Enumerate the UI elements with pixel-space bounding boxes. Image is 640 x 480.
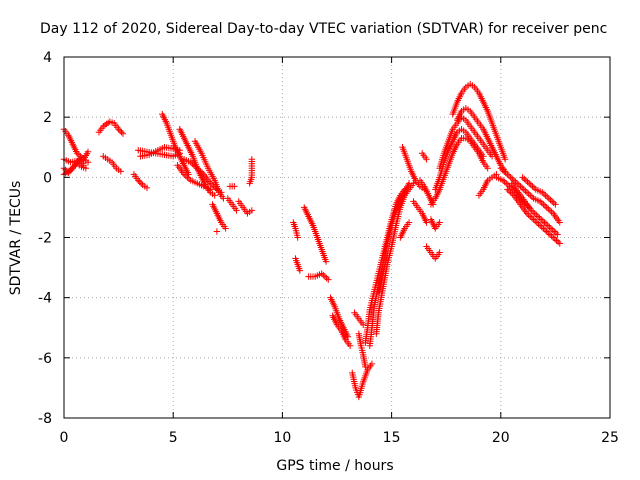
y-tick-label: -6 (38, 351, 52, 367)
data-point (321, 273, 329, 280)
data-point (554, 231, 561, 238)
x-tick-label: 10 (273, 430, 291, 446)
data-point (480, 153, 487, 160)
data-point (529, 183, 536, 190)
data-point (553, 237, 560, 244)
data-point (556, 219, 563, 226)
data-point (546, 207, 554, 214)
data-point (325, 276, 332, 283)
data-point (82, 165, 90, 172)
data-point (545, 205, 552, 213)
data-point (550, 199, 557, 207)
data-point (117, 168, 124, 175)
data-point (523, 189, 531, 196)
data-point (548, 208, 555, 216)
data-point (522, 177, 530, 184)
data-point (360, 321, 367, 328)
data-point (119, 130, 127, 137)
data-point (540, 201, 547, 208)
data-point (525, 190, 532, 198)
data-point (143, 184, 151, 192)
data-point (211, 192, 218, 199)
data-point (213, 228, 221, 235)
x-tick-label: 0 (60, 430, 69, 446)
data-point (527, 181, 535, 189)
y-axis-label: SDTVAR / TECUs (8, 181, 24, 296)
data-point (552, 201, 559, 208)
x-axis-label: GPS time / hours (276, 458, 393, 474)
x-tick-label: 15 (383, 430, 401, 446)
data-point (135, 177, 142, 184)
data-point (368, 360, 376, 368)
data-point (509, 175, 516, 183)
chart-title: Day 112 of 2020, Sidereal Day-to-day VTE… (40, 21, 607, 37)
data-point (497, 165, 504, 172)
data-point (501, 156, 509, 163)
data-point (222, 225, 229, 232)
data-point (116, 127, 124, 134)
data-point (524, 178, 531, 186)
y-tick-label: 2 (43, 110, 52, 126)
data-point (323, 274, 330, 282)
x-tick-label: 5 (169, 430, 178, 446)
data-point (233, 207, 240, 214)
data-point (543, 204, 550, 211)
data-point (405, 219, 413, 226)
data-point (436, 219, 443, 226)
data-point (436, 249, 443, 256)
data-point (207, 186, 214, 193)
data-point (484, 165, 491, 172)
data-point (507, 174, 514, 181)
data-point (320, 271, 327, 279)
data-point (548, 198, 556, 205)
data-point (84, 148, 92, 155)
data-point (423, 156, 430, 163)
data-point (184, 174, 191, 181)
data-point (231, 183, 238, 190)
data-point (527, 192, 534, 199)
data-point (346, 342, 354, 349)
y-tick-label: -8 (38, 411, 52, 427)
data-point (545, 195, 553, 202)
grid-lines (64, 57, 610, 418)
data-point (522, 187, 529, 195)
y-tick-label: 4 (43, 50, 52, 66)
data-point (505, 172, 513, 180)
data-point (115, 126, 122, 133)
data-point (118, 129, 125, 136)
data-point (554, 238, 562, 246)
data-point (84, 159, 92, 166)
data-point (503, 180, 510, 187)
data-point (521, 175, 528, 183)
y-axis-ticks: -8 -6 -4 -2 0 2 4 (38, 50, 610, 427)
data-point (248, 156, 256, 163)
data-point (248, 207, 256, 214)
data-point (542, 192, 549, 199)
data-point (520, 186, 527, 193)
x-tick-label: 20 (492, 430, 510, 446)
x-tick-label: 25 (601, 430, 619, 446)
data-point (541, 202, 549, 210)
y-tick-label: -2 (38, 231, 52, 247)
data-point (525, 180, 533, 187)
data-point (137, 180, 145, 187)
data-point (136, 178, 143, 186)
data-point (423, 219, 430, 226)
data-point (544, 193, 551, 201)
data-points (60, 80, 563, 401)
data-point (296, 267, 304, 274)
x-axis-ticks: 0 5 10 15 20 25 (60, 57, 619, 446)
data-point (294, 234, 301, 241)
data-point (519, 174, 526, 181)
data-point (362, 363, 369, 371)
data-point (556, 240, 563, 247)
data-point (547, 196, 554, 204)
y-tick-label: 0 (43, 170, 52, 186)
data-point (384, 252, 391, 259)
data-point (322, 258, 330, 265)
y-tick-label: -4 (38, 291, 52, 307)
